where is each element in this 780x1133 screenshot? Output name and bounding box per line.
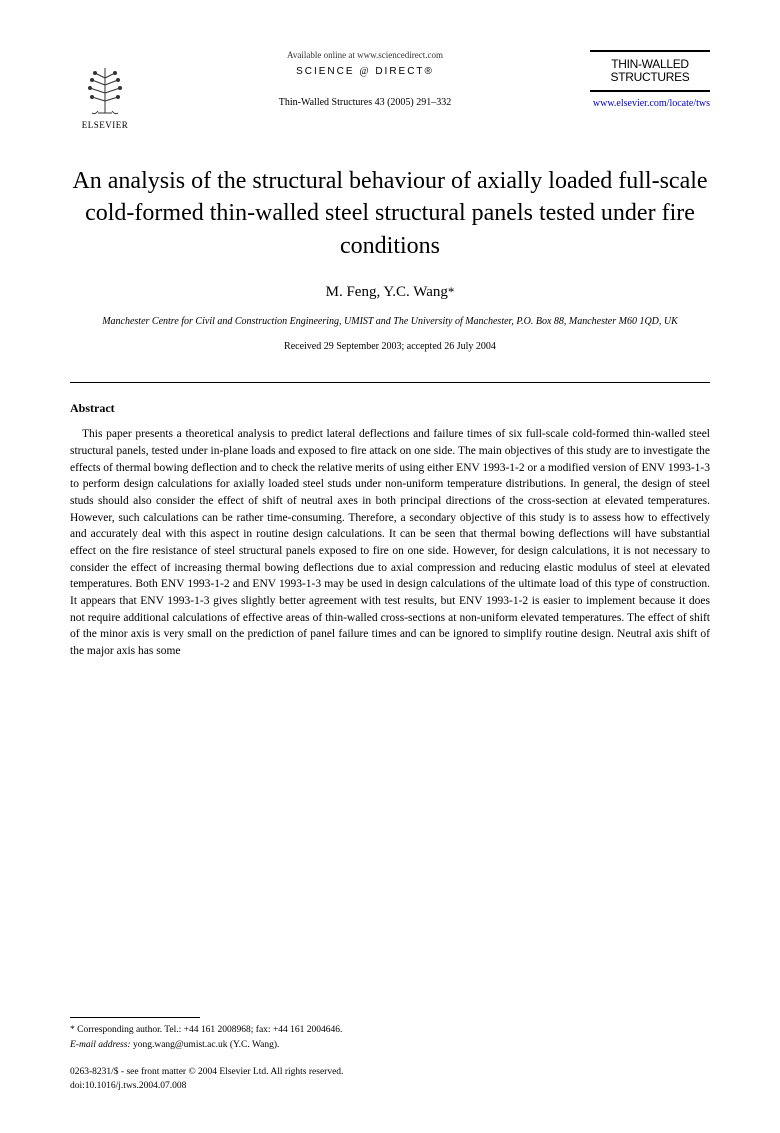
authors-names: M. Feng, Y.C. Wang bbox=[326, 284, 448, 300]
footnote-divider bbox=[70, 1017, 200, 1018]
email-label: E-mail address: bbox=[70, 1040, 131, 1050]
abstract-heading: Abstract bbox=[70, 401, 710, 416]
copyright-block: 0263-8231/$ - see front matter © 2004 El… bbox=[70, 1066, 710, 1093]
science-direct-at-icon: @ bbox=[359, 66, 370, 77]
header-row: ELSEVIER Available online at www.science… bbox=[70, 50, 710, 130]
authors: M. Feng, Y.C. Wang* bbox=[70, 284, 710, 301]
science-direct-text1: SCIENCE bbox=[296, 66, 354, 77]
journal-link[interactable]: www.elsevier.com/locate/tws bbox=[593, 98, 710, 109]
affiliation: Manchester Centre for Civil and Construc… bbox=[70, 315, 710, 329]
science-direct-text2: DIRECT® bbox=[375, 66, 434, 77]
available-online-text: Available online at www.sciencedirect.co… bbox=[150, 50, 580, 60]
journal-citation: Thin-Walled Structures 43 (2005) 291–332 bbox=[150, 97, 580, 108]
journal-box: THIN-WALLED STRUCTURES bbox=[590, 50, 710, 92]
journal-box-line2: STRUCTURES bbox=[598, 71, 702, 84]
article-dates: Received 29 September 2003; accepted 26 … bbox=[70, 341, 710, 352]
science-direct-logo: SCIENCE @ DIRECT® bbox=[150, 66, 580, 77]
abstract-body: This paper presents a theoretical analys… bbox=[70, 426, 710, 659]
header-right: THIN-WALLED STRUCTURES www.elsevier.com/… bbox=[590, 50, 710, 109]
footer: * Corresponding author. Tel.: +44 161 20… bbox=[70, 1017, 710, 1093]
email-footnote: E-mail address: yong.wang@umist.ac.uk (Y… bbox=[70, 1039, 710, 1052]
article-title: An analysis of the structural behaviour … bbox=[70, 165, 710, 262]
publisher-logo: ELSEVIER bbox=[70, 50, 140, 130]
header-center: Available online at www.sciencedirect.co… bbox=[140, 50, 590, 108]
elsevier-tree-icon bbox=[80, 63, 130, 118]
corresponding-asterisk: * bbox=[448, 284, 455, 299]
corresponding-footnote: * Corresponding author. Tel.: +44 161 20… bbox=[70, 1024, 710, 1037]
email-address: yong.wang@umist.ac.uk (Y.C. Wang). bbox=[133, 1040, 279, 1050]
section-divider bbox=[70, 382, 710, 383]
publisher-name: ELSEVIER bbox=[82, 120, 129, 130]
doi-line: doi:10.1016/j.tws.2004.07.008 bbox=[70, 1080, 710, 1093]
issn-line: 0263-8231/$ - see front matter © 2004 El… bbox=[70, 1066, 710, 1079]
